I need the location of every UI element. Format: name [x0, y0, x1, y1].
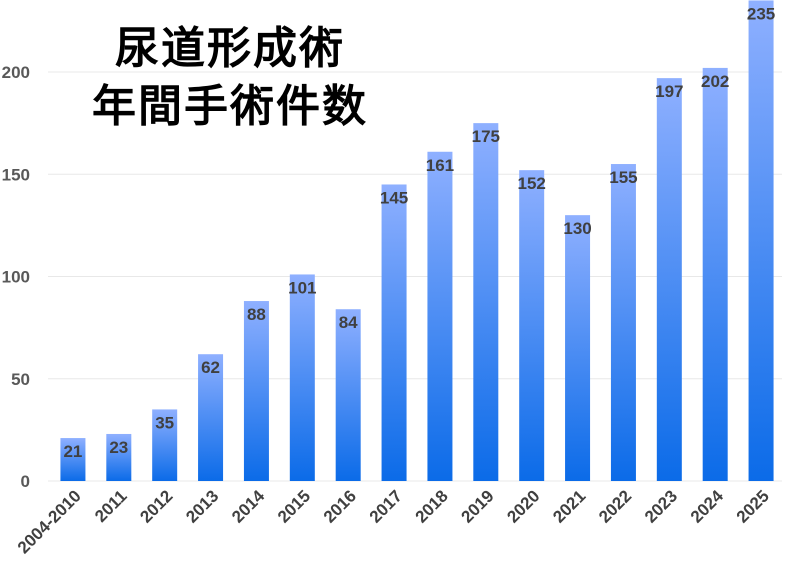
data-label: 84	[339, 313, 358, 332]
y-tick-label: 50	[11, 370, 30, 389]
bar	[289, 274, 315, 481]
data-label: 21	[63, 442, 82, 461]
bar	[656, 78, 682, 481]
data-label: 88	[247, 305, 266, 324]
data-label: 145	[380, 188, 408, 207]
x-tick-label: 2014	[228, 486, 269, 527]
bar	[427, 151, 453, 481]
bar	[60, 438, 86, 481]
data-label: 197	[655, 82, 683, 101]
bar	[243, 301, 269, 481]
bar	[106, 433, 132, 481]
bar	[748, 0, 774, 482]
x-tick-label: 2016	[320, 486, 360, 526]
x-tick-label: 2024	[687, 486, 728, 527]
y-tick-label: 150	[2, 165, 30, 184]
y-axis-ticks: 0 50 100 150 200	[2, 63, 30, 491]
data-label: 152	[518, 174, 546, 193]
bar	[702, 67, 728, 481]
bar	[473, 123, 499, 481]
x-tick-label: 2025	[733, 486, 773, 526]
x-tick-label: 2004-2010	[14, 486, 85, 557]
bar	[610, 164, 636, 481]
data-label: 62	[201, 358, 220, 377]
data-label: 202	[701, 72, 729, 91]
x-tick-label: 2011	[91, 486, 131, 526]
data-label: 23	[109, 438, 128, 457]
x-tick-label: 2019	[457, 486, 497, 526]
data-label: 175	[472, 127, 500, 146]
bar	[335, 309, 361, 481]
bar	[152, 409, 178, 481]
x-tick-label: 2020	[503, 486, 543, 526]
x-tick-label: 2018	[412, 486, 452, 526]
y-tick-label: 200	[2, 63, 30, 82]
x-tick-label: 2021	[549, 486, 589, 526]
data-label: 155	[609, 168, 637, 187]
y-tick-label: 0	[21, 472, 30, 491]
data-labels: 21 23 35 62 88 101 84 145 161 175 152 130 155 197 202 2…	[63, 4, 775, 461]
x-tick-label: 2012	[136, 486, 176, 526]
chart-title-line-2: 年間手術件数	[92, 81, 368, 132]
bar	[198, 354, 224, 481]
chart-title-line-1: 尿道形成術	[115, 23, 345, 74]
data-label: 35	[155, 413, 174, 432]
bar	[381, 184, 407, 481]
x-tick-label: 2015	[274, 486, 314, 526]
data-label: 130	[563, 219, 591, 238]
x-tick-label: 2023	[641, 486, 681, 526]
bars	[60, 0, 774, 482]
y-tick-label: 100	[2, 268, 30, 287]
x-tick-label: 2022	[595, 486, 635, 526]
data-label: 101	[288, 278, 316, 297]
bar	[519, 170, 545, 481]
bar	[565, 215, 591, 481]
data-label: 161	[426, 156, 454, 175]
x-tick-label: 2013	[182, 486, 222, 526]
data-label: 235	[747, 4, 775, 23]
x-tick-label: 2017	[366, 486, 406, 526]
x-axis-ticks: 2004-2010 2011 2012 2013 2014 2015 2016 2017 201…	[14, 486, 773, 557]
